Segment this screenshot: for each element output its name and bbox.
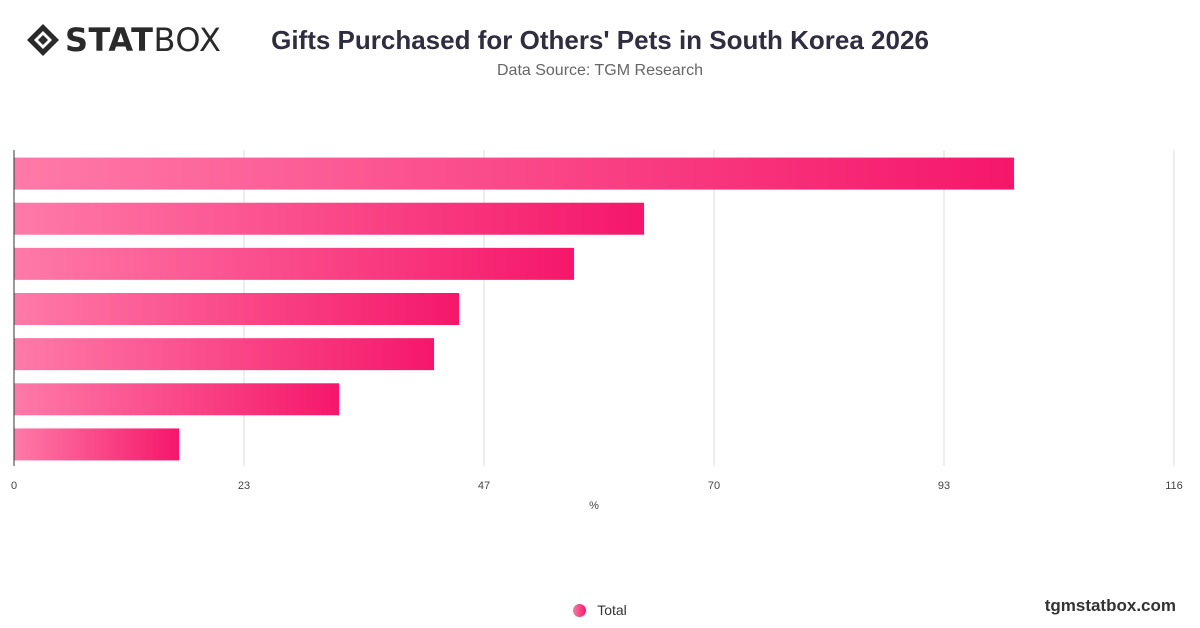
tick-label-x-23: 23 (238, 480, 250, 492)
tick-label-x-93: 93 (938, 480, 950, 492)
chart-title: Gifts Purchased for Others' Pets in Sout… (271, 25, 929, 55)
legend-swatch-icon[interactable] (573, 603, 587, 617)
legend: Total (0, 601, 1200, 619)
bar-6 (14, 383, 339, 416)
tick-label-x-70: 70 (708, 480, 720, 492)
bar-chart: 0 23 47 70 93 116% (11, 150, 1183, 512)
website-url: tgmstatbox.com (1044, 596, 1176, 615)
bars (14, 157, 1014, 461)
tick-labels: 0 23 47 70 93 116% (11, 480, 1183, 512)
diamond-logo-icon (27, 24, 59, 56)
logo-text-bold: STAT (65, 21, 154, 59)
logo-text-light: BOX (153, 21, 222, 59)
legend-label-total[interactable]: Total (597, 602, 627, 618)
chart-subtitle: Data Source: TGM Research (496, 62, 703, 79)
bar-4 (14, 293, 459, 325)
tick-label-x-47: 47 (478, 480, 490, 492)
x-axis-title: % (589, 500, 599, 512)
tick-label-x-0: 0 (11, 480, 17, 492)
logo-wordmark: STATBOX (65, 22, 221, 58)
bar-5 (14, 338, 434, 371)
statbox-logo: STATBOX (26, 22, 221, 58)
bar-2 (14, 202, 644, 235)
tick-label-x-116: 116 (1165, 480, 1183, 492)
bar-3 (14, 247, 574, 280)
bar-7 (14, 428, 179, 461)
bar-1 (14, 157, 1014, 190)
